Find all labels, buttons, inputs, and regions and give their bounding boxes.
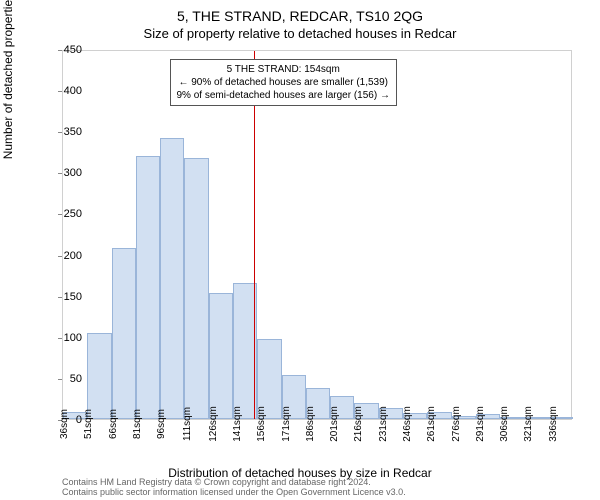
x-tick-label: 336sqm	[547, 406, 558, 442]
footer-attribution: Contains HM Land Registry data © Crown c…	[62, 478, 406, 498]
histogram-bar	[112, 248, 136, 419]
x-tick-label: 51sqm	[83, 409, 94, 439]
histogram-bar	[160, 138, 184, 419]
x-tick-label: 306sqm	[499, 406, 510, 442]
footer-line-1: Contains HM Land Registry data © Crown c…	[62, 477, 371, 487]
chart-title: 5, THE STRAND, REDCAR, TS10 2QG	[0, 0, 600, 24]
x-tick-label: 156sqm	[256, 406, 267, 442]
chart-subtitle: Size of property relative to detached ho…	[0, 24, 600, 41]
y-tick-mark	[58, 91, 62, 92]
info-box-line: 5 THE STRAND: 154sqm	[177, 63, 390, 76]
y-tick-mark	[58, 50, 62, 51]
histogram-bar	[136, 156, 160, 419]
x-tick-label: 141sqm	[232, 406, 243, 442]
x-tick-label: 321sqm	[523, 406, 534, 442]
y-tick-mark	[58, 256, 62, 257]
x-tick-label: 201sqm	[329, 406, 340, 442]
y-tick-mark	[58, 379, 62, 380]
footer-line-2: Contains public sector information licen…	[62, 487, 406, 497]
x-tick-label: 261sqm	[426, 406, 437, 442]
y-tick-mark	[58, 214, 62, 215]
chart-container: 5, THE STRAND, REDCAR, TS10 2QG Size of …	[0, 0, 600, 500]
y-tick-mark	[58, 132, 62, 133]
y-tick-mark	[58, 173, 62, 174]
x-tick-label: 81sqm	[132, 409, 143, 439]
x-tick-label: 111sqm	[182, 407, 193, 441]
marker-line	[254, 51, 255, 419]
x-tick-label: 96sqm	[156, 409, 167, 439]
x-tick-label: 291sqm	[475, 406, 486, 442]
x-tick-label: 171sqm	[280, 406, 291, 442]
y-tick-label: 450	[52, 44, 82, 56]
x-tick-label: 231sqm	[377, 406, 388, 442]
y-tick-label: 50	[52, 373, 82, 385]
y-tick-label: 400	[52, 85, 82, 97]
plot-area: 5 THE STRAND: 154sqm← 90% of detached ho…	[62, 50, 572, 420]
histogram-bar	[87, 333, 111, 419]
y-tick-mark	[58, 297, 62, 298]
histogram-bar	[184, 158, 208, 419]
y-tick-label: 350	[52, 126, 82, 138]
x-tick-label: 126sqm	[207, 406, 218, 442]
y-tick-label: 200	[52, 250, 82, 262]
info-box: 5 THE STRAND: 154sqm← 90% of detached ho…	[170, 59, 397, 106]
y-tick-mark	[58, 338, 62, 339]
y-tick-label: 150	[52, 291, 82, 303]
y-tick-label: 250	[52, 208, 82, 220]
y-tick-label: 300	[52, 167, 82, 179]
x-tick-label: 276sqm	[450, 406, 461, 442]
x-tick-label: 216sqm	[353, 406, 364, 442]
x-tick-label: 186sqm	[305, 406, 316, 442]
y-axis-label: Number of detached properties	[1, 0, 15, 159]
y-tick-label: 100	[52, 332, 82, 344]
x-tick-label: 246sqm	[402, 406, 413, 442]
x-tick-label: 36sqm	[59, 409, 70, 439]
histogram-bar	[209, 293, 233, 419]
info-box-line: 9% of semi-detached houses are larger (1…	[177, 89, 390, 102]
x-tick-label: 66sqm	[108, 409, 119, 439]
info-box-line: ← 90% of detached houses are smaller (1,…	[177, 76, 390, 89]
